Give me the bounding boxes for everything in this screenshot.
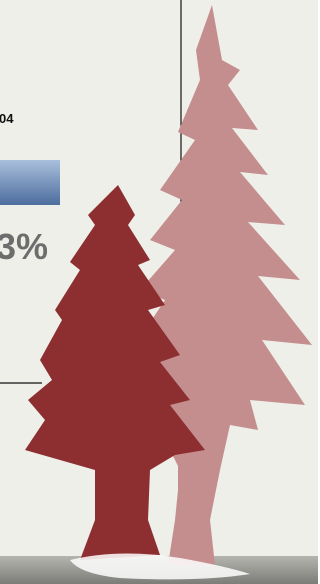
screenshot: 04 3% [0,0,318,584]
year-fragment: 04 [0,111,14,126]
blue-bar [0,160,60,205]
page: 04 3% (() => { const data = JSON.parse(d… [0,0,318,584]
percent-fragment: 3% [0,226,48,267]
